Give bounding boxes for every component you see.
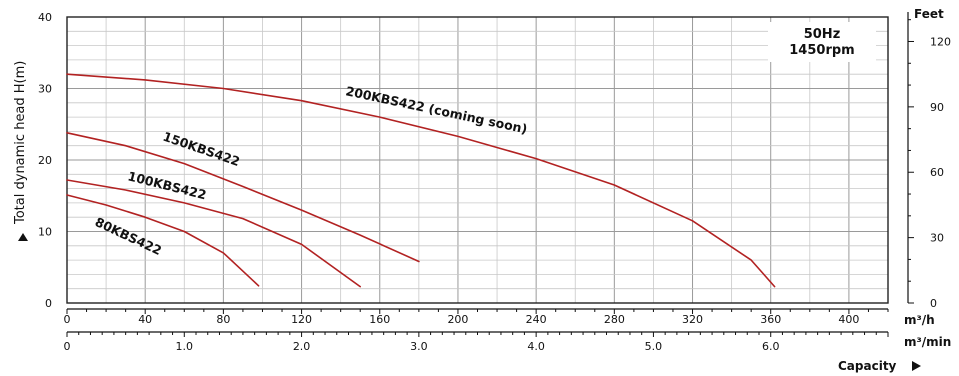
curve-3 — [66, 194, 260, 287]
annotation-line-2: 1450rpm — [789, 43, 854, 58]
x-tick-label-m3h: 0 — [64, 313, 71, 326]
x-tick-label-m3h: 280 — [604, 313, 625, 326]
right-tick-label: 60 — [930, 166, 944, 179]
triangle-right-icon — [912, 361, 921, 371]
x-axis-title: Capacity — [838, 359, 897, 373]
x-tick-label-m3min: 3.0 — [410, 340, 428, 353]
right-tick-label: 120 — [930, 35, 951, 48]
right-axis: 0 30 60 90 120 — [907, 12, 951, 310]
grid — [66, 16, 889, 304]
curve-0 — [66, 73, 776, 288]
curve-label-200: 200KBS422 (coming soon) — [344, 83, 528, 136]
x-tick-label-m3h: 120 — [291, 313, 312, 326]
x-tick-label-m3min: 0 — [64, 340, 71, 353]
x-tick-label-m3min: 4.0 — [527, 340, 545, 353]
curve-1 — [66, 132, 420, 263]
triangle-up-icon — [18, 233, 28, 241]
y-tick-label: 30 — [38, 83, 52, 96]
curve-label-150: 150KBS422 — [161, 129, 242, 169]
x-axis-unit-m3min: m³/min — [904, 335, 951, 349]
bottom-axes: 0 40 80 120 160 200 240 280 320 360 400 0 1.0 2.0 3.0 4… — [64, 308, 889, 353]
plot-frame — [66, 16, 889, 304]
y-axis-label: Total dynamic head H(m) — [13, 61, 28, 241]
right-tick-label: 30 — [930, 232, 944, 245]
annotation-box: 50Hz 1450rpm — [768, 22, 876, 62]
x-tick-label-m3h: 320 — [682, 313, 703, 326]
y-tick-label: 0 — [45, 297, 52, 310]
x-tick-label-m3min: 5.0 — [645, 340, 663, 353]
annotation-line-1: 50Hz — [804, 27, 841, 42]
left-axis: 0 10 20 30 40 — [38, 11, 52, 310]
y-tick-label: 20 — [38, 154, 52, 167]
curve-label-100: 100KBS422 — [126, 168, 208, 202]
x-tick-label-m3min: 2.0 — [293, 340, 311, 353]
x-tick-label-m3min: 1.0 — [176, 340, 194, 353]
x-tick-label-m3h: 80 — [216, 313, 230, 326]
x-tick-label-m3h: 400 — [838, 313, 859, 326]
y-tick-label: 10 — [38, 226, 52, 239]
x-tick-label-m3h: 40 — [138, 313, 152, 326]
y-tick-label: 40 — [38, 11, 52, 24]
y-axis-title: Total dynamic head H(m) — [13, 61, 28, 225]
right-tick-label: 90 — [930, 101, 944, 114]
x-tick-label-m3h: 200 — [447, 313, 468, 326]
x-axis-unit-m3h: m³/h — [904, 313, 935, 327]
x-tick-label-m3min: 6.0 — [762, 340, 780, 353]
x-tick-label-m3h: 240 — [526, 313, 547, 326]
right-tick-label: 0 — [930, 297, 937, 310]
curves — [66, 73, 776, 288]
plot-border — [66, 16, 889, 304]
right-axis-unit: Feet — [914, 7, 944, 21]
curve-2 — [66, 179, 361, 288]
x-tick-label-m3h: 360 — [760, 313, 781, 326]
x-tick-label-m3h: 160 — [369, 313, 390, 326]
x-axis-title-group: Capacity — [838, 359, 921, 373]
